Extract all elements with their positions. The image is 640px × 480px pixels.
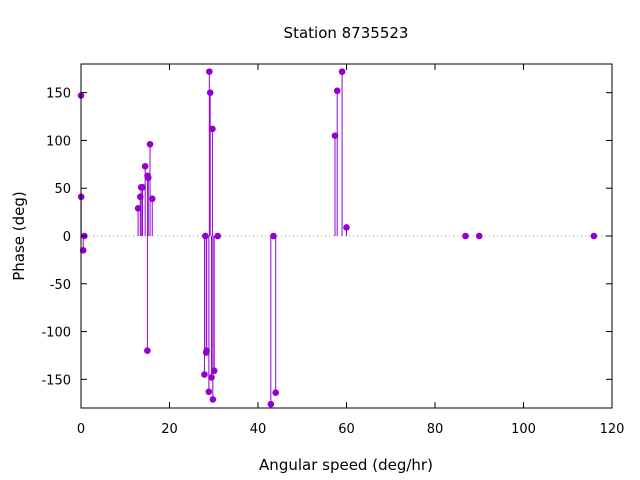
data-point — [203, 347, 210, 354]
data-point — [148, 195, 156, 203]
data-point — [270, 232, 277, 240]
x-tick-label: 80 — [427, 422, 444, 437]
data-point — [208, 374, 215, 381]
data-point — [136, 193, 144, 201]
data-points — [77, 68, 598, 408]
data-point — [338, 68, 346, 75]
data-point — [79, 247, 87, 254]
chart-title: Station 8735523 — [284, 24, 409, 42]
data-point — [209, 396, 217, 403]
y-axis-title: Phase (deg) — [10, 191, 28, 281]
y-axis-ticks: -150 -100 -50 0 50 100 150 — [41, 87, 612, 388]
plot-border — [80, 63, 613, 409]
data-point — [205, 388, 213, 396]
data-point — [201, 371, 208, 378]
data-point — [331, 132, 339, 139]
data-point — [475, 232, 483, 240]
data-point — [210, 367, 218, 375]
x-tick-label: 40 — [250, 422, 267, 437]
x-tick-label: 120 — [600, 422, 625, 437]
x-axis-ticks: 0 20 40 60 80 100 120 — [77, 64, 625, 437]
x-tick-label: 20 — [161, 422, 178, 437]
data-point — [206, 89, 214, 96]
y-tick-label: 150 — [46, 87, 71, 102]
plot-frame — [80, 63, 613, 409]
y-tick-label: 0 — [63, 230, 71, 245]
x-tick-label: 0 — [77, 422, 85, 437]
y-tick-label: -50 — [50, 278, 71, 293]
x-tick-label: 100 — [511, 422, 536, 437]
data-point — [209, 125, 216, 133]
data-point — [267, 400, 275, 408]
data-point — [146, 140, 154, 148]
data-point — [590, 232, 598, 240]
data-point — [272, 389, 280, 397]
data-point — [343, 224, 350, 231]
data-point — [462, 232, 469, 240]
data-point — [134, 204, 142, 212]
data-point — [139, 183, 146, 191]
data-point — [206, 68, 213, 75]
data-point — [214, 232, 222, 240]
y-tick-label: -100 — [41, 326, 71, 341]
x-tick-label: 60 — [338, 422, 355, 437]
impulse-stems — [80, 71, 347, 405]
data-point — [333, 87, 341, 95]
y-tick-label: 50 — [54, 182, 71, 197]
x-axis-title: Angular speed (deg/hr) — [259, 456, 433, 474]
data-point — [141, 162, 149, 170]
data-point — [144, 174, 152, 182]
y-tick-label: 100 — [46, 134, 71, 149]
data-point — [144, 347, 151, 354]
data-point — [202, 232, 209, 240]
y-tick-label: -150 — [41, 373, 71, 388]
